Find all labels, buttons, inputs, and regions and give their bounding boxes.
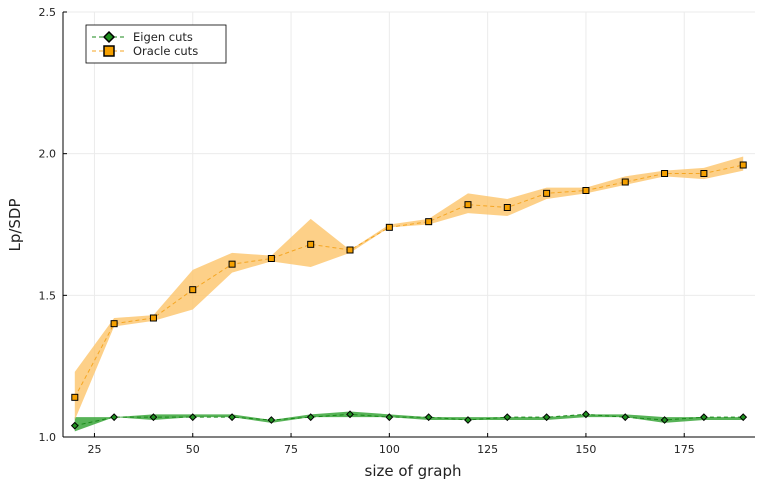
point-series-0 [110, 413, 119, 422]
point-series-1 [149, 314, 157, 322]
point-series-0 [503, 413, 512, 422]
point-series-1 [739, 161, 747, 169]
point-series-0 [149, 413, 158, 422]
legend-marker-diamond [102, 30, 116, 44]
point-series-0 [424, 413, 433, 422]
band-series-0 [74, 411, 744, 432]
point-series-0 [621, 413, 630, 422]
y-tick-label: 1.5 [39, 289, 57, 302]
x-tick-label: 175 [674, 443, 695, 456]
x-tick-label: 50 [186, 443, 200, 456]
y-tick-label: 2.0 [39, 148, 57, 161]
band-series-1 [74, 156, 744, 420]
point-series-1 [543, 189, 551, 197]
point-series-1 [582, 187, 590, 194]
point-series-0 [228, 413, 236, 422]
y-tick-label: 1.0 [39, 431, 57, 444]
confidence-bands [74, 156, 744, 432]
legend-label: Eigen cuts [133, 30, 193, 44]
point-series-1 [503, 204, 511, 211]
point-series-0 [464, 416, 472, 424]
x-tick-label: 25 [87, 443, 101, 456]
tick-labels: 25 50 75 100 125 150 175 1.0 1.5 2.0 2.5 [39, 6, 695, 456]
point-series-1 [71, 393, 79, 401]
point-series-1 [700, 170, 708, 177]
point-series-0 [660, 416, 669, 424]
point-series-1 [228, 260, 236, 268]
point-series-0 [306, 413, 315, 422]
point-series-1 [464, 201, 472, 209]
point-series-0 [346, 410, 354, 419]
point-series-0 [267, 416, 276, 424]
point-series-1 [307, 240, 315, 248]
y-axis-title: Lp/SDP [6, 198, 24, 251]
y-tick-label: 2.5 [39, 6, 57, 19]
x-axis-title: size of graph [365, 462, 462, 480]
point-series-0 [699, 413, 708, 422]
x-tick-label: 150 [575, 443, 596, 456]
grid [63, 11, 755, 438]
point-series-0 [385, 413, 394, 422]
point-series-1 [661, 170, 669, 177]
point-series-0 [739, 413, 748, 422]
point-series-1 [621, 178, 629, 186]
line-series-1 [74, 164, 744, 398]
axes [62, 11, 755, 438]
point-series-0 [188, 413, 197, 422]
point-series-1 [425, 218, 433, 226]
point-series-1 [267, 255, 275, 262]
point-series-1 [110, 320, 118, 328]
legend-label: Oracle cuts [133, 44, 198, 58]
series-markers [70, 161, 748, 430]
x-tick-label: 75 [284, 443, 298, 456]
point-series-0 [542, 413, 551, 422]
legend-marker-square [103, 45, 115, 57]
point-series-1 [385, 223, 393, 231]
series-lines [74, 164, 744, 427]
x-tick-label: 125 [477, 443, 498, 456]
line-series-0 [74, 413, 744, 427]
point-series-0 [70, 421, 79, 430]
point-series-1 [189, 286, 197, 294]
point-series-1 [346, 246, 354, 254]
point-series-0 [582, 410, 590, 419]
x-tick-label: 100 [379, 443, 400, 456]
